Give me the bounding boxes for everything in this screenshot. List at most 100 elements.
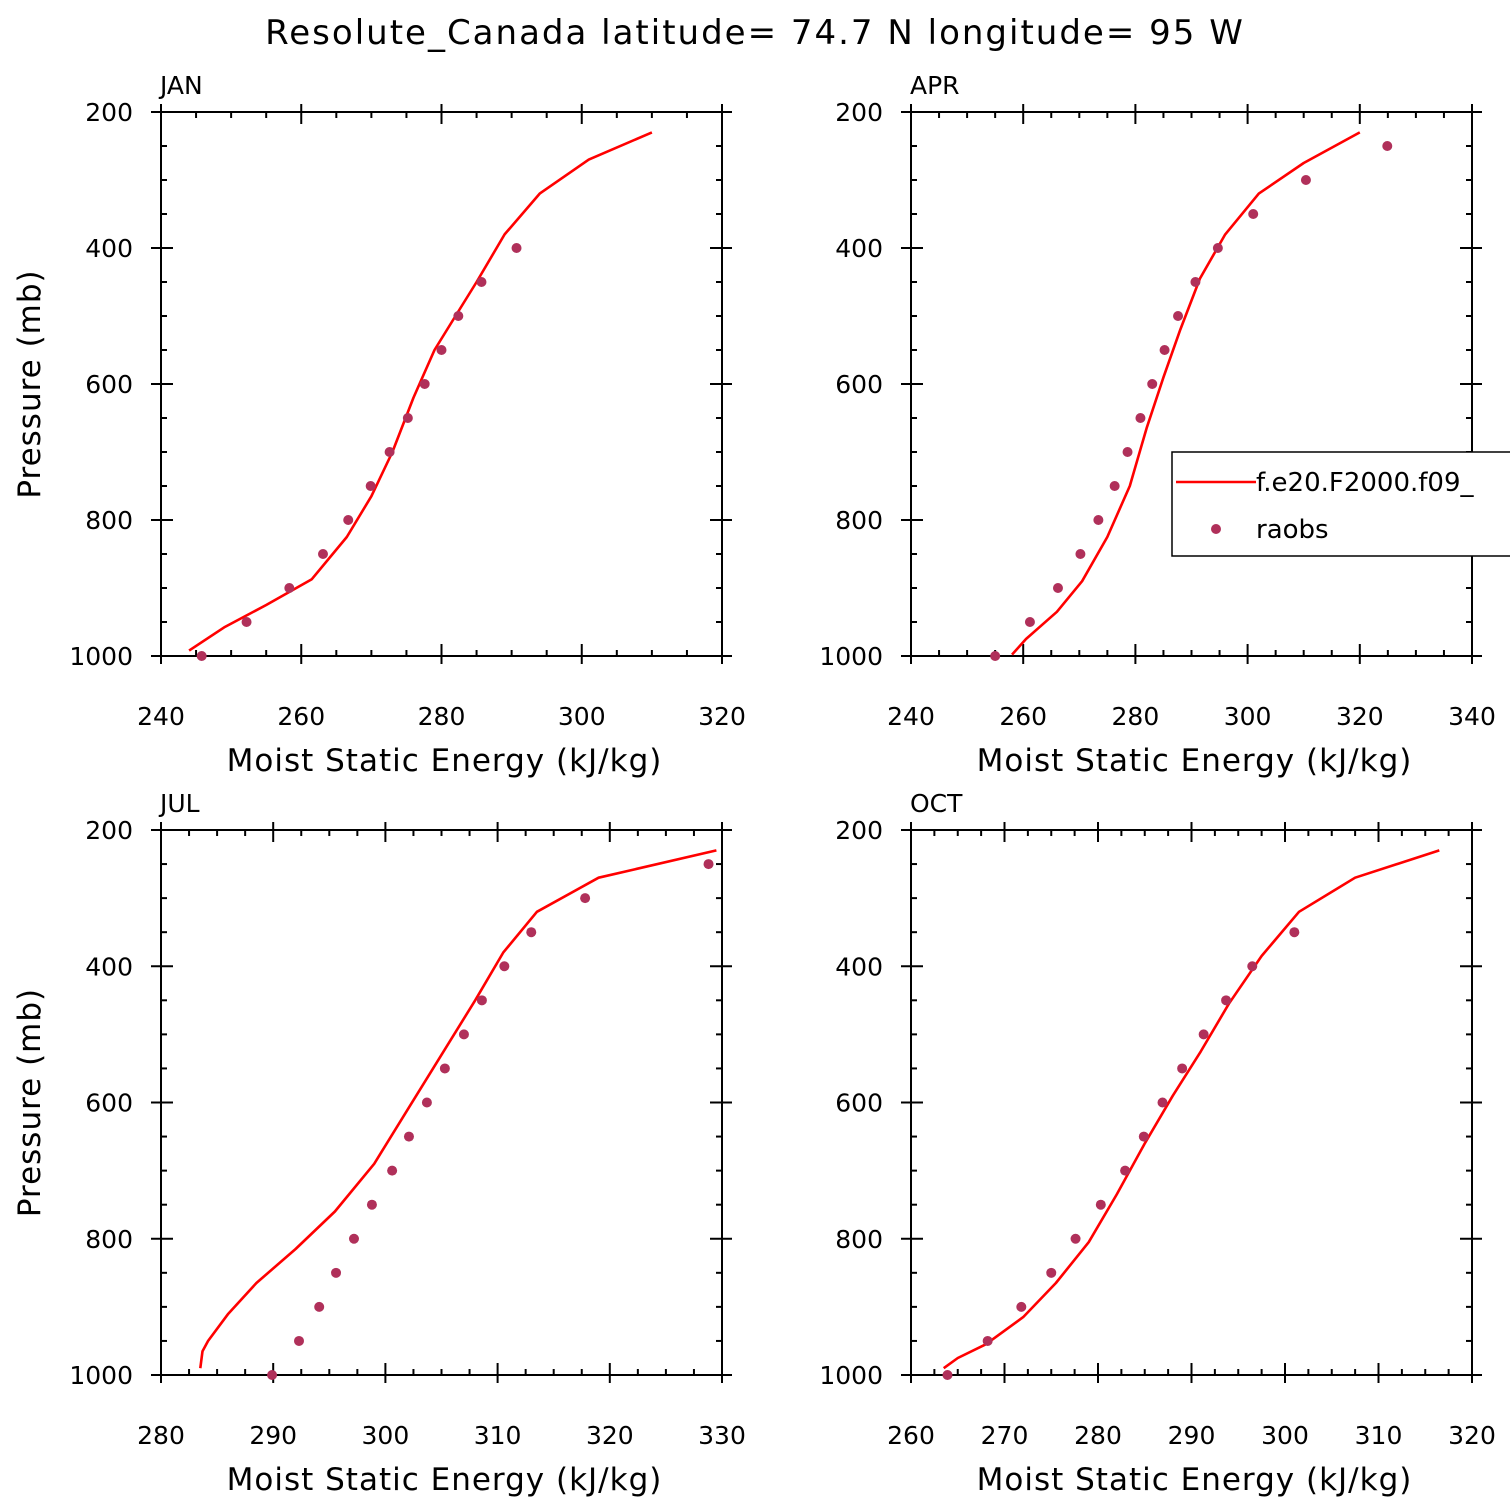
- obs-point: [499, 961, 510, 972]
- model-series-line: [942, 849, 1440, 1370]
- plot-frame: [910, 829, 1473, 1376]
- x-tick-label: 280: [137, 1421, 185, 1450]
- obs-point: [366, 1199, 377, 1210]
- obs-point: [403, 1131, 414, 1142]
- panel-apr: 240 260 280 300 320 340 200 400 600 800 1000 APR Moi…: [819, 71, 1495, 779]
- panel-jul: 280 290 300 310 320 330 200 400 600 800 1000 JUL Moi…: [12, 789, 746, 1498]
- obs-point: [526, 927, 537, 938]
- y-axis-label: Pressure (mb): [12, 269, 48, 498]
- obs-point: [1300, 175, 1311, 185]
- obs-point: [1093, 515, 1104, 525]
- legend-obs-label: raobs: [1256, 515, 1329, 545]
- obs-point: [1147, 379, 1158, 389]
- x-tick-label: 260: [887, 1421, 935, 1450]
- legend-frame: [1171, 451, 1510, 557]
- y-tick-label: 600: [835, 1089, 883, 1118]
- y-tick-label: 600: [85, 370, 133, 399]
- x-axis-label: Moist Static Energy (kJ/kg): [227, 1462, 663, 1498]
- plot-frame: [160, 829, 723, 1376]
- obs-point: [365, 481, 376, 491]
- x-tick-label: 300: [558, 702, 606, 731]
- y-tick-label: 1000: [69, 642, 133, 671]
- obs-point: [990, 651, 1001, 661]
- x-axis-label: Moist Static Energy (kJ/kg): [977, 743, 1413, 779]
- y-tick-label: 200: [835, 816, 883, 845]
- obs-point: [1157, 1097, 1168, 1108]
- obs-point: [1095, 1199, 1106, 1210]
- obs-point: [1070, 1233, 1081, 1244]
- x-tick-label: 300: [1261, 1421, 1309, 1450]
- obs-point: [331, 1267, 342, 1278]
- x-tick-label: 270: [981, 1421, 1029, 1450]
- obs-point: [421, 1097, 432, 1108]
- x-tick-label: 290: [249, 1421, 297, 1450]
- y-tick-label: 400: [85, 952, 133, 981]
- y-tick-label: 600: [835, 370, 883, 399]
- y-tick-label: 400: [835, 234, 883, 263]
- x-tick-label: 280: [1074, 1421, 1122, 1450]
- obs-point: [284, 583, 295, 593]
- obs-point: [1138, 1131, 1149, 1142]
- y-axis-label: Pressure (mb): [12, 988, 48, 1217]
- y-tick-label: 800: [835, 1225, 883, 1254]
- obs-point: [1135, 413, 1146, 423]
- x-tick-label: 280: [418, 702, 466, 731]
- obs-point: [314, 1301, 325, 1312]
- x-tick-label: 260: [277, 702, 325, 731]
- obs-point: [387, 1165, 398, 1176]
- obs-point: [241, 617, 252, 627]
- obs-point: [942, 1370, 953, 1380]
- obs-point: [1221, 995, 1232, 1006]
- obs-point: [267, 1370, 278, 1380]
- obs-point: [1289, 927, 1300, 938]
- x-tick-label: 290: [1168, 1421, 1216, 1450]
- obs-point: [294, 1335, 305, 1346]
- y-tick-label: 200: [85, 98, 133, 127]
- obs-point: [1247, 961, 1258, 972]
- y-tick-label: 800: [835, 506, 883, 535]
- obs-point: [1212, 243, 1223, 253]
- obs-point: [1173, 311, 1184, 321]
- obs-point: [476, 277, 487, 287]
- panel-month-label: JUL: [158, 789, 200, 818]
- x-tick-label: 310: [1355, 1421, 1403, 1450]
- figure-title: Resolute_Canada latitude= 74.7 N longitu…: [265, 13, 1245, 53]
- obs-point: [1159, 345, 1170, 355]
- legend-model-label: f.e20.F2000.f09_: [1256, 468, 1474, 498]
- x-tick-label: 280: [1112, 702, 1160, 731]
- panel-oct: 260 270 280 290 300 310 320 200 400 600 800 1000 OCT…: [819, 789, 1495, 1498]
- obs-point: [982, 1335, 993, 1346]
- obs-point: [343, 515, 354, 525]
- y-tick-label: 1000: [819, 1361, 883, 1390]
- obs-point: [511, 243, 522, 253]
- y-tick-label: 800: [85, 506, 133, 535]
- x-tick-label: 320: [586, 1421, 634, 1450]
- obs-point: [1016, 1301, 1027, 1312]
- obs-point: [1122, 447, 1133, 457]
- obs-point: [402, 413, 413, 423]
- panel-jan: 240 260 280 300 320 200 400 600 800 1000 JAN Moist …: [12, 71, 746, 779]
- plot-frame: [160, 111, 723, 657]
- obs-point: [1190, 277, 1201, 287]
- y-tick-label: 400: [85, 234, 133, 263]
- x-tick-label: 300: [1224, 702, 1272, 731]
- obs-point: [1198, 1029, 1209, 1040]
- obs-point: [1382, 141, 1393, 151]
- obs-point: [453, 311, 464, 321]
- x-tick-label: 240: [137, 702, 185, 731]
- y-tick-label: 400: [835, 952, 883, 981]
- obs-point: [1075, 549, 1086, 559]
- obs-point: [436, 345, 447, 355]
- obs-point: [703, 859, 714, 870]
- x-axis-label: Moist Static Energy (kJ/kg): [227, 743, 663, 779]
- plot-frame: [910, 111, 1473, 657]
- y-tick-label: 200: [85, 816, 133, 845]
- obs-point: [1120, 1165, 1131, 1176]
- obs-point: [419, 379, 430, 389]
- x-tick-label: 320: [1336, 702, 1384, 731]
- x-tick-label: 240: [887, 702, 935, 731]
- y-tick-label: 1000: [819, 642, 883, 671]
- x-tick-label: 260: [999, 702, 1047, 731]
- model-series-line: [188, 131, 653, 652]
